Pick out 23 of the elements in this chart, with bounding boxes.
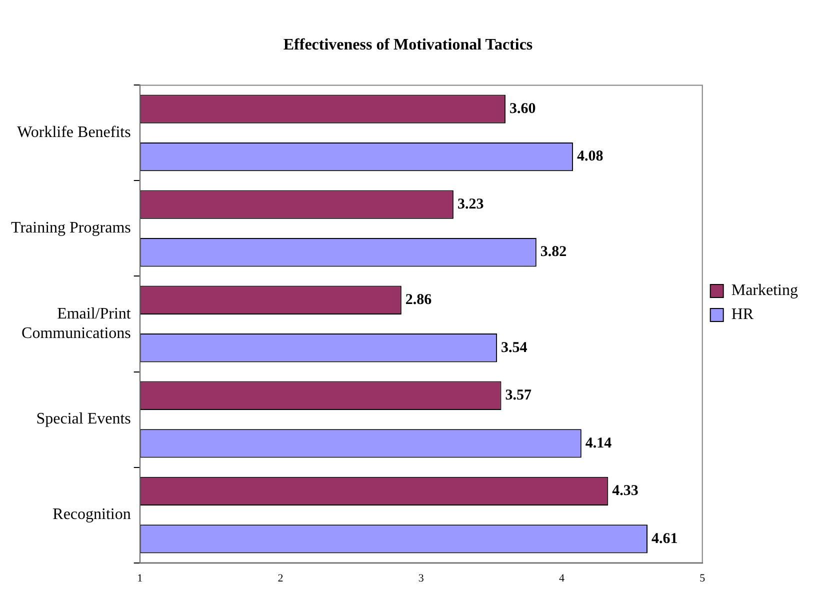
- data-label: 3.54: [501, 340, 528, 356]
- x-tick-label: 1: [137, 572, 143, 584]
- x-tick-label: 5: [700, 572, 706, 584]
- y-tick-label: Worklife Benefits: [17, 124, 131, 142]
- x-tick-label: 3: [418, 572, 424, 584]
- y-tick-label: Email/Print Communications: [22, 306, 132, 342]
- x-tick-label: 4: [558, 572, 565, 584]
- data-label: 3.60: [509, 100, 536, 117]
- data-label: 4.14: [585, 435, 612, 452]
- data-label: 3.57: [505, 388, 532, 404]
- chart-title: Effectiveness of Motivational Tactics: [283, 36, 533, 54]
- y-tick-label: Recognition: [52, 506, 131, 524]
- data-label: 4.61: [652, 530, 678, 547]
- data-label: 2.86: [405, 292, 432, 308]
- data-label: 4.33: [612, 483, 638, 500]
- data-label: 3.23: [457, 196, 484, 212]
- legend-label: Marketing: [731, 282, 798, 300]
- data-label: 4.08: [576, 148, 604, 165]
- y-tick-label: Training Programs: [11, 220, 131, 237]
- data-label: 3.82: [540, 244, 567, 260]
- x-tick-label: 2: [278, 572, 284, 584]
- legend-label: HR: [731, 306, 754, 324]
- y-tick-label: Special Events: [36, 410, 131, 428]
